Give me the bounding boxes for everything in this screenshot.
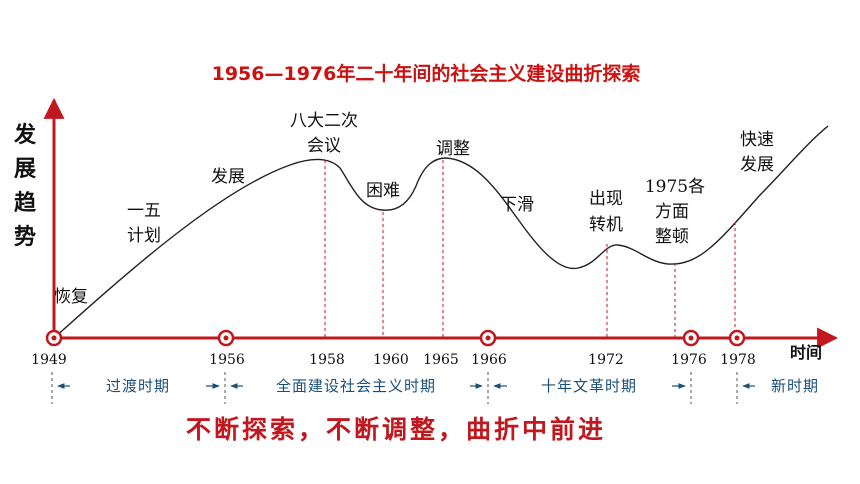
label-development: 发展 — [211, 167, 245, 187]
label-rapid-development-line2: 发展 — [740, 155, 774, 175]
year-1965: 1965 — [423, 352, 459, 368]
slogan: 不断探索，不断调整，曲折中前进 — [186, 415, 606, 444]
marker-1956 — [217, 329, 235, 347]
period-cultural-revolution: 十年文革时期 — [541, 377, 637, 395]
label-adjustment: 调整 — [436, 139, 470, 159]
y-axis-label-4: 势 — [14, 224, 36, 250]
marker-1949 — [45, 329, 63, 347]
period-new-era: 新时期 — [771, 377, 819, 395]
axis-markers — [45, 329, 746, 347]
y-axis-label-1: 发 — [13, 122, 37, 148]
label-first-plan-line1: 一五 — [127, 201, 161, 221]
year-1978: 1978 — [720, 352, 756, 368]
year-1956: 1956 — [209, 352, 245, 368]
period-socialist-construction: 全面建设社会主义时期 — [276, 377, 436, 395]
label-first-plan-line2: 计划 — [127, 226, 161, 246]
y-axis-label-3: 趋 — [14, 190, 37, 216]
marker-1976 — [682, 329, 700, 347]
label-rectification-line2: 方面 — [655, 202, 689, 222]
year-1976: 1976 — [671, 352, 707, 368]
year-1966: 1966 — [471, 352, 507, 368]
year-1958: 1958 — [309, 352, 345, 368]
year-1972: 1972 — [588, 352, 624, 368]
marker-1978 — [728, 329, 746, 347]
period-band: 过渡时期 全面建设社会主义时期 十年文革时期 新时期 — [51, 372, 819, 404]
marker-1966 — [479, 329, 497, 347]
period-transition: 过渡时期 — [106, 377, 170, 395]
label-rapid-development-line1: 快速 — [740, 130, 774, 150]
development-curve — [53, 125, 829, 339]
label-eighth-congress-line1: 八大二次 — [290, 111, 358, 131]
y-axis-label-2: 展 — [14, 156, 36, 182]
period-dividers — [51, 372, 738, 404]
label-rectification-line1: 1975各 — [645, 177, 705, 197]
label-recovery: 恢复 — [54, 287, 88, 307]
label-turning-point-line1: 出现 — [589, 189, 623, 209]
label-difficulty: 困难 — [366, 181, 400, 201]
year-1960: 1960 — [373, 352, 409, 368]
label-eighth-congress-line2: 会议 — [307, 136, 341, 156]
year-1949: 1949 — [31, 352, 67, 368]
guide-lines — [324, 160, 736, 338]
label-turning-point-line2: 转机 — [589, 215, 623, 235]
label-decline: 下滑 — [500, 195, 534, 215]
diagram-title: 1956—1976年二十年间的社会主义建设曲折探索 — [212, 62, 641, 85]
label-rectification-line3: 整顿 — [655, 227, 689, 247]
x-axis-label: 时间 — [790, 343, 822, 362]
